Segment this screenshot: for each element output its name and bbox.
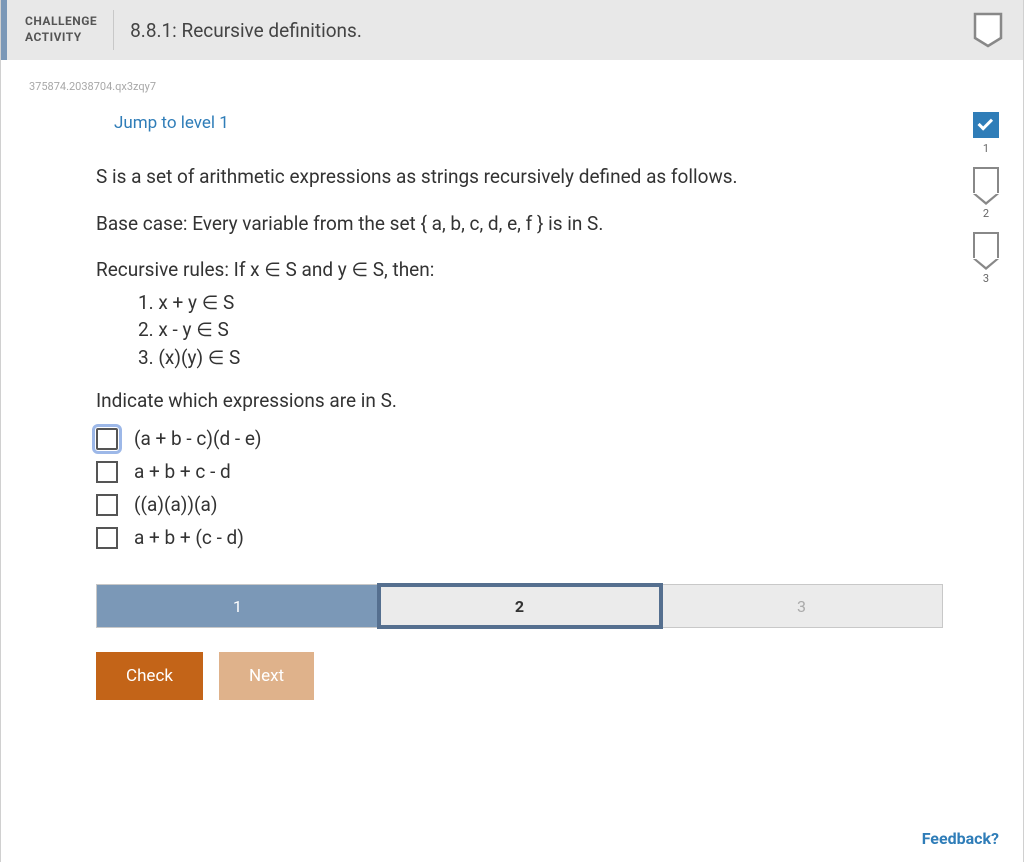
content-area: Jump to level 1 S is a set of arithmetic… (1, 93, 1023, 720)
option-checkbox[interactable] (96, 527, 118, 549)
rules-list: 1. x + y ∈ S 2. x - y ∈ S 3. (x)(y) ∈ S (96, 289, 943, 372)
option-row: (a + b - c)(d - e) (96, 422, 943, 455)
action-buttons: Check Next (96, 652, 943, 700)
step-number: 2 (983, 207, 989, 220)
option-checkbox[interactable] (96, 494, 118, 516)
option-label: (a + b - c)(d - e) (134, 427, 262, 450)
level-segment-3[interactable]: 3 (661, 585, 942, 627)
jump-to-level-link[interactable]: Jump to level 1 (114, 113, 943, 133)
rule-item: 3. (x)(y) ∈ S (138, 344, 943, 372)
feedback-link[interactable]: Feedback? (922, 829, 999, 848)
option-row: a + b + c - d (96, 455, 943, 488)
problem-prompt: Indicate which expressions are in S. (96, 389, 943, 412)
option-label: a + b + c - d (134, 460, 231, 483)
option-label: ((a)(a))(a) (134, 493, 217, 516)
problem-rules-intro: Recursive rules: If x ∈ S and y ∈ S, the… (96, 256, 943, 285)
step-indicator-3[interactable] (973, 232, 999, 258)
level-segment-2[interactable]: 2 (379, 585, 661, 627)
level-progress-bar: 1 2 3 (96, 584, 943, 628)
activity-type-line2: ACTIVITY (25, 30, 97, 46)
check-button[interactable]: Check (96, 652, 203, 700)
tracking-id: 375874.2038704.qx3zqy7 (1, 60, 1023, 93)
bookmark-icon[interactable] (973, 0, 1023, 60)
options-group: (a + b - c)(d - e) a + b + c - d ((a)(a)… (96, 422, 943, 554)
option-row: ((a)(a))(a) (96, 488, 943, 521)
level-segment-1[interactable]: 1 (97, 585, 379, 627)
check-icon (978, 115, 994, 131)
rule-item: 2. x - y ∈ S (138, 316, 943, 344)
activity-title: 8.8.1: Recursive definitions. (114, 0, 362, 60)
problem-intro: S is a set of arithmetic expressions as … (96, 163, 943, 192)
step-number: 3 (983, 272, 989, 285)
activity-type-line1: CHALLENGE (25, 14, 97, 30)
activity-type-label: CHALLENGE ACTIVITY (7, 0, 113, 60)
side-step-indicator: 1 2 3 (973, 112, 999, 293)
problem-statement: S is a set of arithmetic expressions as … (96, 163, 943, 412)
problem-base-case: Base case: Every variable from the set {… (96, 210, 943, 239)
activity-header: CHALLENGE ACTIVITY 8.8.1: Recursive defi… (1, 0, 1023, 60)
rule-item: 1. x + y ∈ S (138, 289, 943, 317)
step-indicator-2[interactable] (973, 167, 999, 193)
activity-wrapper: CHALLENGE ACTIVITY 8.8.1: Recursive defi… (0, 0, 1024, 862)
option-row: a + b + (c - d) (96, 521, 943, 554)
step-indicator-1[interactable] (973, 112, 999, 138)
option-checkbox[interactable] (96, 428, 118, 450)
next-button[interactable]: Next (219, 652, 314, 700)
option-label: a + b + (c - d) (134, 526, 244, 549)
option-checkbox[interactable] (96, 461, 118, 483)
step-number: 1 (983, 142, 989, 155)
